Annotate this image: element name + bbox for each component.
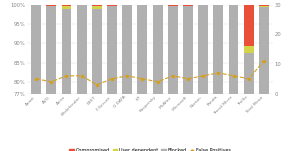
Bar	[244, 5, 254, 46]
Bar	[92, 5, 102, 6]
Bar	[61, 9, 71, 94]
Bar	[168, 6, 178, 94]
Bar	[77, 5, 87, 94]
Bar	[259, 7, 269, 94]
Bar	[46, 6, 56, 94]
Bar	[107, 5, 117, 6]
Bar	[46, 5, 56, 6]
Bar	[137, 5, 147, 94]
Bar	[92, 9, 102, 94]
Bar	[198, 5, 208, 94]
Bar	[107, 6, 117, 94]
Bar	[61, 6, 71, 9]
Bar	[153, 5, 163, 94]
Bar	[183, 5, 193, 6]
Bar	[183, 6, 193, 94]
Bar	[229, 5, 238, 94]
Bar	[61, 5, 71, 6]
Bar	[31, 5, 41, 94]
Bar	[244, 53, 254, 94]
Bar	[259, 5, 269, 6]
Bar	[213, 5, 223, 94]
Bar	[168, 5, 178, 6]
Legend: Compromised, User dependent, Blocked, False Positives: Compromised, User dependent, Blocked, Fa…	[67, 146, 233, 151]
Bar	[92, 6, 102, 9]
Bar	[244, 46, 254, 53]
Bar	[122, 5, 132, 94]
Bar	[259, 6, 269, 7]
